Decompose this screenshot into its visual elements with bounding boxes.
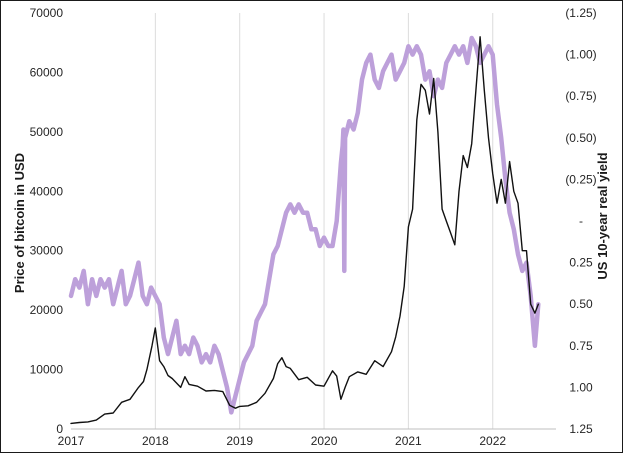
y2-tick-label: 1.00	[569, 380, 593, 394]
y-tick-label: 10000	[30, 363, 64, 377]
x-tick-label: 2019	[226, 434, 253, 448]
x-axis-ticks: 2017 2018 2019 2020 2021 2022	[58, 434, 507, 448]
y-tick-label: 40000	[30, 184, 64, 198]
y-axis-ticks: 0 10000 20000 30000 40000 50000 60000 70000	[30, 6, 64, 436]
y2-tick-label: (1.25)	[565, 6, 596, 20]
x-tick-label: 2020	[311, 434, 338, 448]
x-tick-label: 2018	[142, 434, 169, 448]
y2-tick-label: (0.75)	[565, 89, 596, 103]
y-tick-label: 0	[56, 422, 63, 436]
y2-tick-label: 0.25	[569, 256, 593, 270]
y-tick-label: 50000	[30, 125, 64, 139]
y2-tick-label: 0.75	[569, 339, 593, 353]
y-tick-label: 60000	[30, 65, 64, 79]
y2-tick-label: (0.25)	[565, 172, 596, 186]
x-tick-label: 2017	[58, 434, 85, 448]
y-tick-label: 70000	[30, 6, 64, 20]
grid	[154, 13, 494, 429]
y2-tick-label: 1.25	[569, 422, 593, 436]
y-tick-label: 30000	[30, 244, 64, 258]
series-layer	[68, 35, 541, 425]
y-tick-label: 20000	[30, 303, 64, 317]
series-line-real-yield	[68, 35, 541, 415]
series-line-bitcoin	[70, 36, 539, 425]
y2-tick-label: -	[579, 214, 583, 228]
y2-tick-label: (1.00)	[565, 48, 596, 62]
y-axis-title: Price of bitcoin in USD	[12, 153, 27, 293]
x-tick-label: 2021	[395, 434, 422, 448]
x-tick-label: 2022	[479, 434, 506, 448]
y2-tick-label: (0.50)	[565, 131, 596, 145]
y2-tick-label: 0.50	[569, 297, 593, 311]
y2-axis-title: US 10-year real yield	[595, 152, 610, 279]
y2-axis-ticks: (1.25) (1.00) (0.75) (0.50) (0.25) - 0.25 0.50 0…	[565, 6, 596, 436]
